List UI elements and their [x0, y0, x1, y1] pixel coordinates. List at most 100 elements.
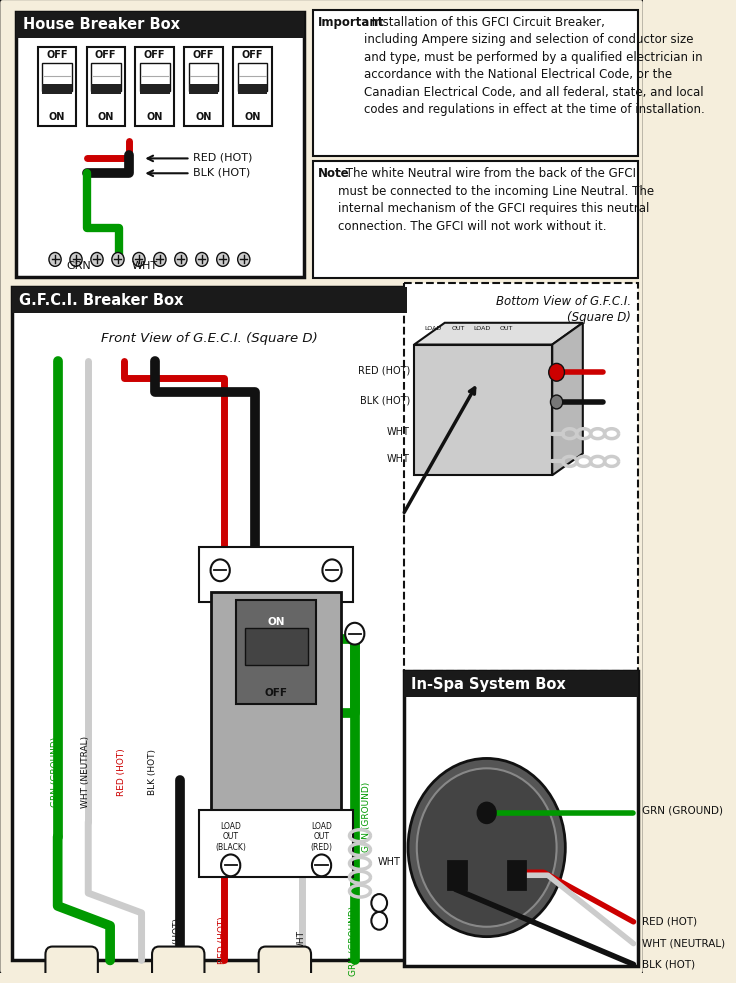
Circle shape: [112, 253, 124, 266]
Text: OFF: OFF: [46, 50, 68, 60]
Circle shape: [91, 253, 103, 266]
Text: House Breaker Box: House Breaker Box: [23, 18, 180, 32]
Text: ON: ON: [146, 112, 163, 122]
Text: GRN (GROUND): GRN (GROUND): [349, 905, 358, 976]
Bar: [199, 810, 353, 877]
Circle shape: [417, 769, 556, 927]
Circle shape: [408, 759, 565, 937]
Text: RED (HOT): RED (HOT): [193, 152, 252, 162]
Text: GRN (GROUND): GRN (GROUND): [643, 806, 723, 816]
Text: WHT: WHT: [296, 930, 305, 952]
Text: OFF: OFF: [193, 50, 214, 60]
Bar: [236, 600, 316, 704]
Bar: [244, 628, 308, 665]
Bar: [238, 85, 267, 94]
FancyBboxPatch shape: [152, 947, 205, 983]
Text: BLK (HOT): BLK (HOT): [148, 749, 157, 795]
FancyBboxPatch shape: [46, 947, 98, 983]
Text: WHT (NEUTRAL): WHT (NEUTRAL): [643, 939, 726, 949]
Bar: [188, 85, 219, 94]
Circle shape: [174, 253, 187, 266]
Bar: [184, 46, 223, 126]
Text: ON: ON: [244, 112, 261, 122]
Text: WHT: WHT: [378, 857, 400, 867]
Circle shape: [49, 253, 61, 266]
Text: OUT: OUT: [451, 326, 464, 331]
Text: RED (HOT): RED (HOT): [643, 917, 697, 927]
Text: Note: Note: [318, 167, 350, 180]
Circle shape: [549, 364, 565, 381]
Bar: [313, 161, 638, 278]
Circle shape: [210, 559, 230, 581]
Bar: [199, 547, 353, 602]
Circle shape: [70, 253, 82, 266]
Text: OFF: OFF: [241, 50, 263, 60]
Text: ON: ON: [49, 112, 65, 122]
Polygon shape: [414, 322, 583, 345]
Bar: [313, 10, 638, 156]
Text: LOAD: LOAD: [425, 326, 442, 331]
Bar: [91, 85, 121, 94]
Text: (Square D): (Square D): [567, 311, 631, 323]
Bar: [13, 287, 407, 960]
Text: Bottom View of G.F.C.I.: Bottom View of G.F.C.I.: [496, 295, 631, 308]
Bar: [211, 592, 341, 818]
Text: RED (HOT): RED (HOT): [117, 748, 126, 796]
Bar: [87, 46, 125, 126]
Text: ON: ON: [195, 112, 212, 122]
Text: OFF: OFF: [265, 688, 288, 698]
Bar: [238, 63, 267, 91]
Circle shape: [312, 854, 331, 876]
Bar: [42, 85, 71, 94]
Circle shape: [154, 253, 166, 266]
Circle shape: [551, 395, 563, 409]
Text: OFF: OFF: [144, 50, 166, 60]
Bar: [233, 46, 272, 126]
Text: : Installation of this GFCI Circuit Breaker,
including Ampere sizing and selecti: : Installation of this GFCI Circuit Brea…: [364, 16, 704, 116]
Bar: [188, 63, 219, 91]
Text: In-Spa System Box: In-Spa System Box: [411, 676, 565, 692]
Text: : The white Neutral wire from the back of the GFCI
must be connected to the inco: : The white Neutral wire from the back o…: [339, 167, 654, 233]
Bar: [42, 63, 71, 91]
FancyBboxPatch shape: [0, 0, 645, 975]
Circle shape: [132, 253, 145, 266]
Text: RED (HOT): RED (HOT): [358, 366, 410, 376]
Text: OFF: OFF: [95, 50, 116, 60]
Text: OUT: OUT: [500, 326, 514, 331]
Circle shape: [216, 253, 229, 266]
Bar: [135, 46, 174, 126]
Text: WHT: WHT: [387, 427, 410, 436]
Text: WHT: WHT: [132, 261, 158, 271]
Bar: [38, 46, 76, 126]
Text: GRN (GROUND): GRN (GROUND): [361, 781, 371, 852]
FancyBboxPatch shape: [258, 947, 311, 983]
Text: RED (HOT): RED (HOT): [218, 917, 227, 964]
Text: Important: Important: [318, 16, 384, 29]
Bar: [13, 287, 407, 313]
Bar: [140, 85, 169, 94]
Circle shape: [345, 623, 364, 645]
Circle shape: [372, 895, 387, 912]
Text: GRN: GRN: [66, 261, 91, 271]
Text: BLK (HOT): BLK (HOT): [643, 959, 696, 969]
Bar: [91, 63, 121, 91]
Bar: [403, 283, 638, 671]
Text: G.F.C.I. Breaker Box: G.F.C.I. Breaker Box: [19, 293, 183, 308]
Text: WHT: WHT: [387, 454, 410, 464]
Text: WHT (NEUTRAL): WHT (NEUTRAL): [81, 736, 91, 808]
Circle shape: [196, 253, 208, 266]
Text: Front View of G.E.C.I. (Square D): Front View of G.E.C.I. (Square D): [102, 332, 318, 345]
Bar: [403, 671, 638, 966]
Text: GRN (GROUND): GRN (GROUND): [51, 737, 60, 807]
Bar: [414, 345, 552, 475]
Text: ON: ON: [267, 616, 285, 627]
Circle shape: [322, 559, 342, 581]
Circle shape: [238, 253, 250, 266]
Bar: [15, 12, 304, 277]
Bar: [140, 63, 169, 91]
Bar: [403, 671, 638, 697]
Circle shape: [478, 803, 495, 823]
Text: LOAD
OUT
(BLACK): LOAD OUT (BLACK): [215, 822, 246, 851]
Text: LOAD
OUT
(RED): LOAD OUT (RED): [311, 822, 333, 851]
Text: BLK (HOT): BLK (HOT): [173, 917, 182, 963]
